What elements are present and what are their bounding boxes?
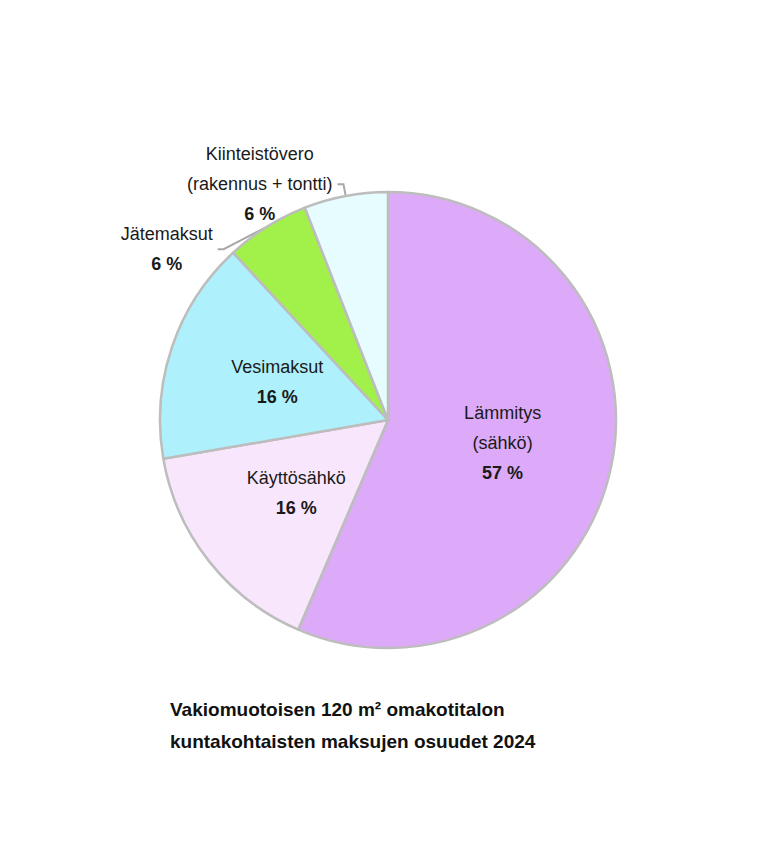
svg-text:Kiinteistövero: Kiinteistövero <box>206 144 314 164</box>
svg-text:(rakennus + tontti): (rakennus + tontti) <box>187 174 333 194</box>
svg-text:16 %: 16 % <box>257 387 298 407</box>
svg-text:(sähkö): (sähkö) <box>473 433 533 453</box>
svg-text:6 %: 6 % <box>244 204 275 224</box>
svg-text:Vakiomuotoisen 120 m² omakotit: Vakiomuotoisen 120 m² omakotitalon <box>170 699 505 720</box>
svg-text:Jätemaksut: Jätemaksut <box>121 224 213 244</box>
svg-text:57 %: 57 % <box>482 463 523 483</box>
svg-text:16 %: 16 % <box>276 498 317 518</box>
svg-text:Lämmitys: Lämmitys <box>464 403 541 423</box>
svg-text:kuntakohtaisten maksujen osuud: kuntakohtaisten maksujen osuudet 2024 <box>170 731 536 752</box>
svg-text:Vesimaksut: Vesimaksut <box>231 357 323 377</box>
svg-text:Käyttösähkö: Käyttösähkö <box>247 468 346 488</box>
svg-text:6 %: 6 % <box>151 254 182 274</box>
